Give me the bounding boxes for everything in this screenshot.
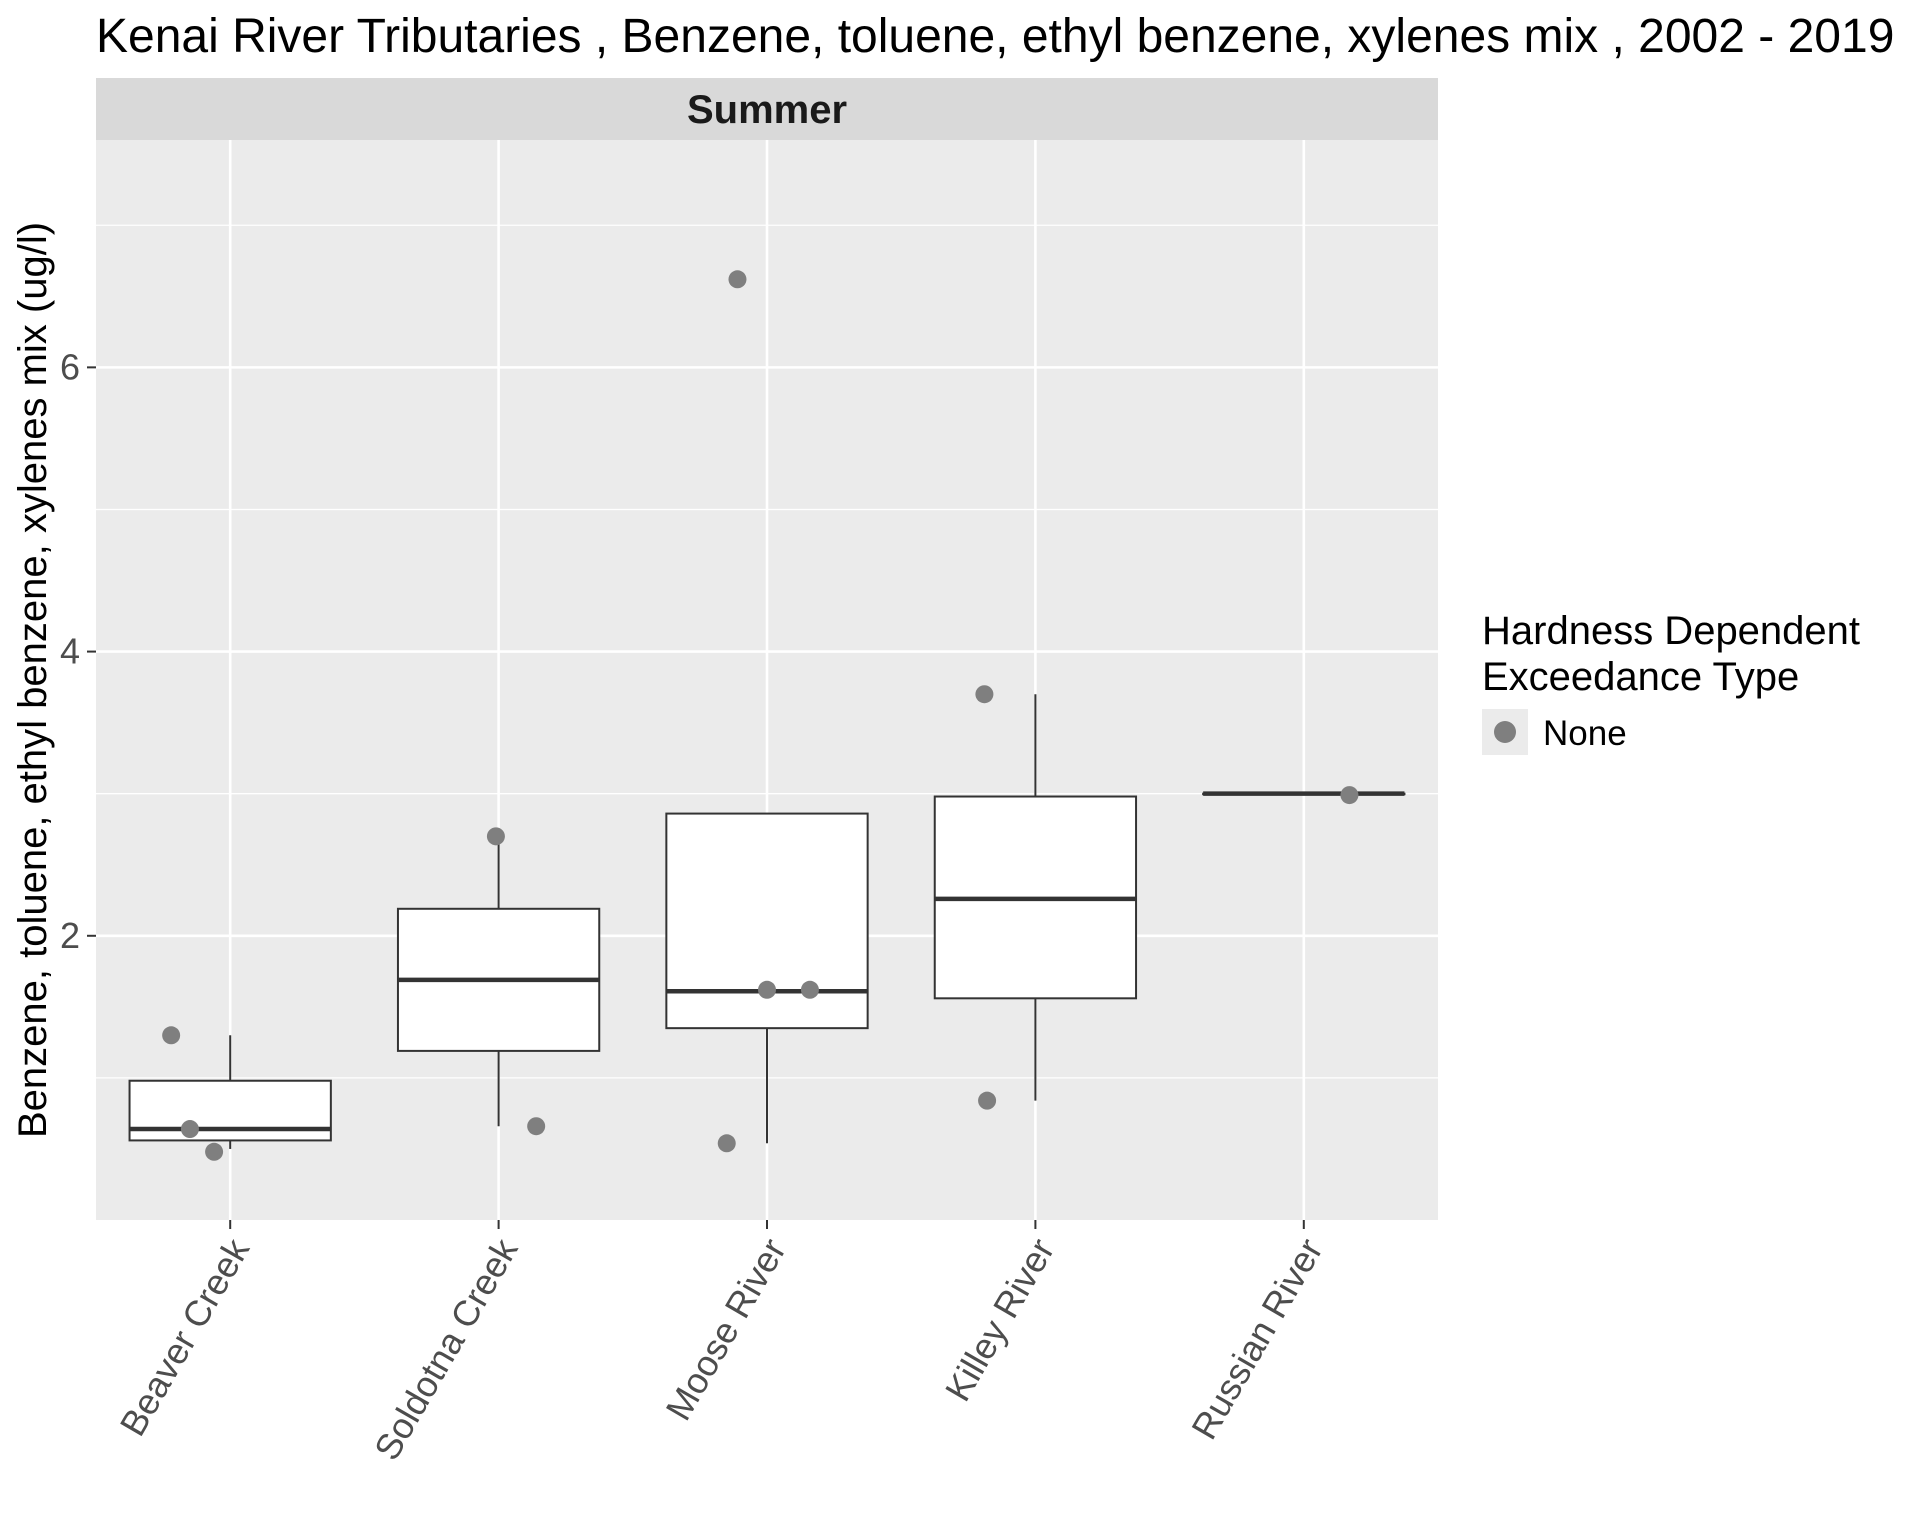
data-point [978, 1091, 997, 1110]
y-tick-label: 2 [60, 915, 80, 956]
boxplot-beaver-creek [128, 1035, 332, 1149]
y-tick-label: 4 [60, 631, 80, 672]
data-point [162, 1026, 181, 1045]
x-tick-label: Russian River [1183, 1231, 1331, 1446]
x-tick-label: Killey River [937, 1232, 1063, 1408]
x-tick-label: Soldotna Creek [366, 1231, 526, 1467]
data-point [527, 1117, 546, 1136]
boxplot-soldotna-creek [396, 836, 601, 1127]
y-axis-title: Benzene, toluene, ethyl benzene, xylenes… [11, 222, 55, 1138]
data-point [975, 685, 994, 704]
data-point [180, 1120, 199, 1139]
data-point [728, 270, 747, 289]
chart-title: Kenai River Tributaries , Benzene, tolue… [96, 10, 1894, 63]
data-point [758, 980, 776, 999]
data-point [717, 1134, 736, 1153]
data-point [486, 827, 505, 846]
y-tick-label: 6 [60, 346, 80, 387]
x-tick-label: Moose River [657, 1231, 794, 1426]
legend-title-line-1: Hardness Dependent [1482, 609, 1860, 653]
boxplot-russian-river [1202, 791, 1406, 796]
boxplots [128, 694, 1406, 1149]
legend: Hardness Dependent Exceedance Type None [1482, 609, 1860, 755]
legend-label-none: None [1543, 714, 1627, 753]
legend-point-icon [1494, 721, 1516, 743]
data-points [162, 270, 1359, 1161]
x-tick-label: Beaver Creek [112, 1231, 258, 1443]
facet-strip [96, 78, 1438, 140]
data-point [205, 1142, 224, 1161]
data-point [1340, 786, 1359, 805]
data-point [800, 980, 819, 999]
facet-strip-label: Summer [687, 88, 847, 132]
legend-title-line-2: Exceedance Type [1482, 655, 1799, 699]
box [128, 1079, 332, 1142]
boxplot-killey-river [933, 694, 1138, 1101]
